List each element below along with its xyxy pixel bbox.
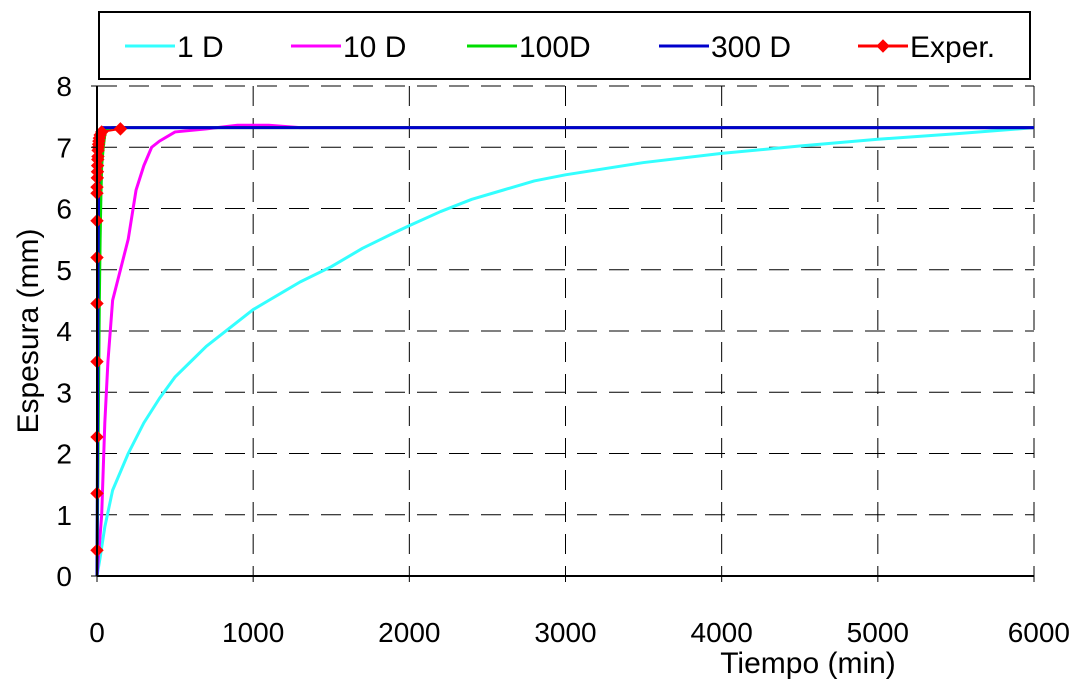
y-tick-label: 5 xyxy=(56,255,72,286)
legend-label-1-d: 1 D xyxy=(177,31,224,64)
y-tick-label: 7 xyxy=(56,132,72,163)
x-tick-label: 1000 xyxy=(222,617,284,648)
y-tick-label: 6 xyxy=(56,194,72,225)
x-tick-label: 4000 xyxy=(691,617,753,648)
series-line-1-d xyxy=(95,126,1035,577)
y-tick-label: 3 xyxy=(56,377,72,408)
legend: 1 D 10 D 100D 300 D Exper. xyxy=(125,31,995,64)
y-axis-label: Espesura (mm) xyxy=(12,228,45,433)
data-point-exper xyxy=(113,122,128,136)
y-tick-label: 0 xyxy=(56,561,72,592)
y-ticks: 0 1 2 3 4 5 6 7 8 xyxy=(56,71,97,592)
x-ticks: 0 1000 2000 3000 4000 5000 6000 xyxy=(89,576,1070,648)
x-tick-label: 5000 xyxy=(847,617,909,648)
y-tick-label: 4 xyxy=(56,316,72,347)
x-axis-label: Tiempo (min) xyxy=(720,647,896,680)
grid xyxy=(97,85,1035,576)
x-tick-label: 6000 xyxy=(1008,617,1070,648)
legend-marker-exper xyxy=(876,39,890,53)
legend-label-300-d: 300 D xyxy=(711,31,791,64)
legend-label-10-d: 10 D xyxy=(343,31,406,64)
legend-label-exper: Exper. xyxy=(910,31,995,64)
y-tick-label: 2 xyxy=(56,439,72,470)
x-tick-label: 0 xyxy=(89,617,105,648)
y-tick-label: 1 xyxy=(56,500,72,531)
y-tick-label: 8 xyxy=(56,71,72,102)
x-tick-label: 3000 xyxy=(534,617,596,648)
x-tick-label: 2000 xyxy=(378,617,440,648)
legend-label-100d: 100D xyxy=(519,31,591,64)
